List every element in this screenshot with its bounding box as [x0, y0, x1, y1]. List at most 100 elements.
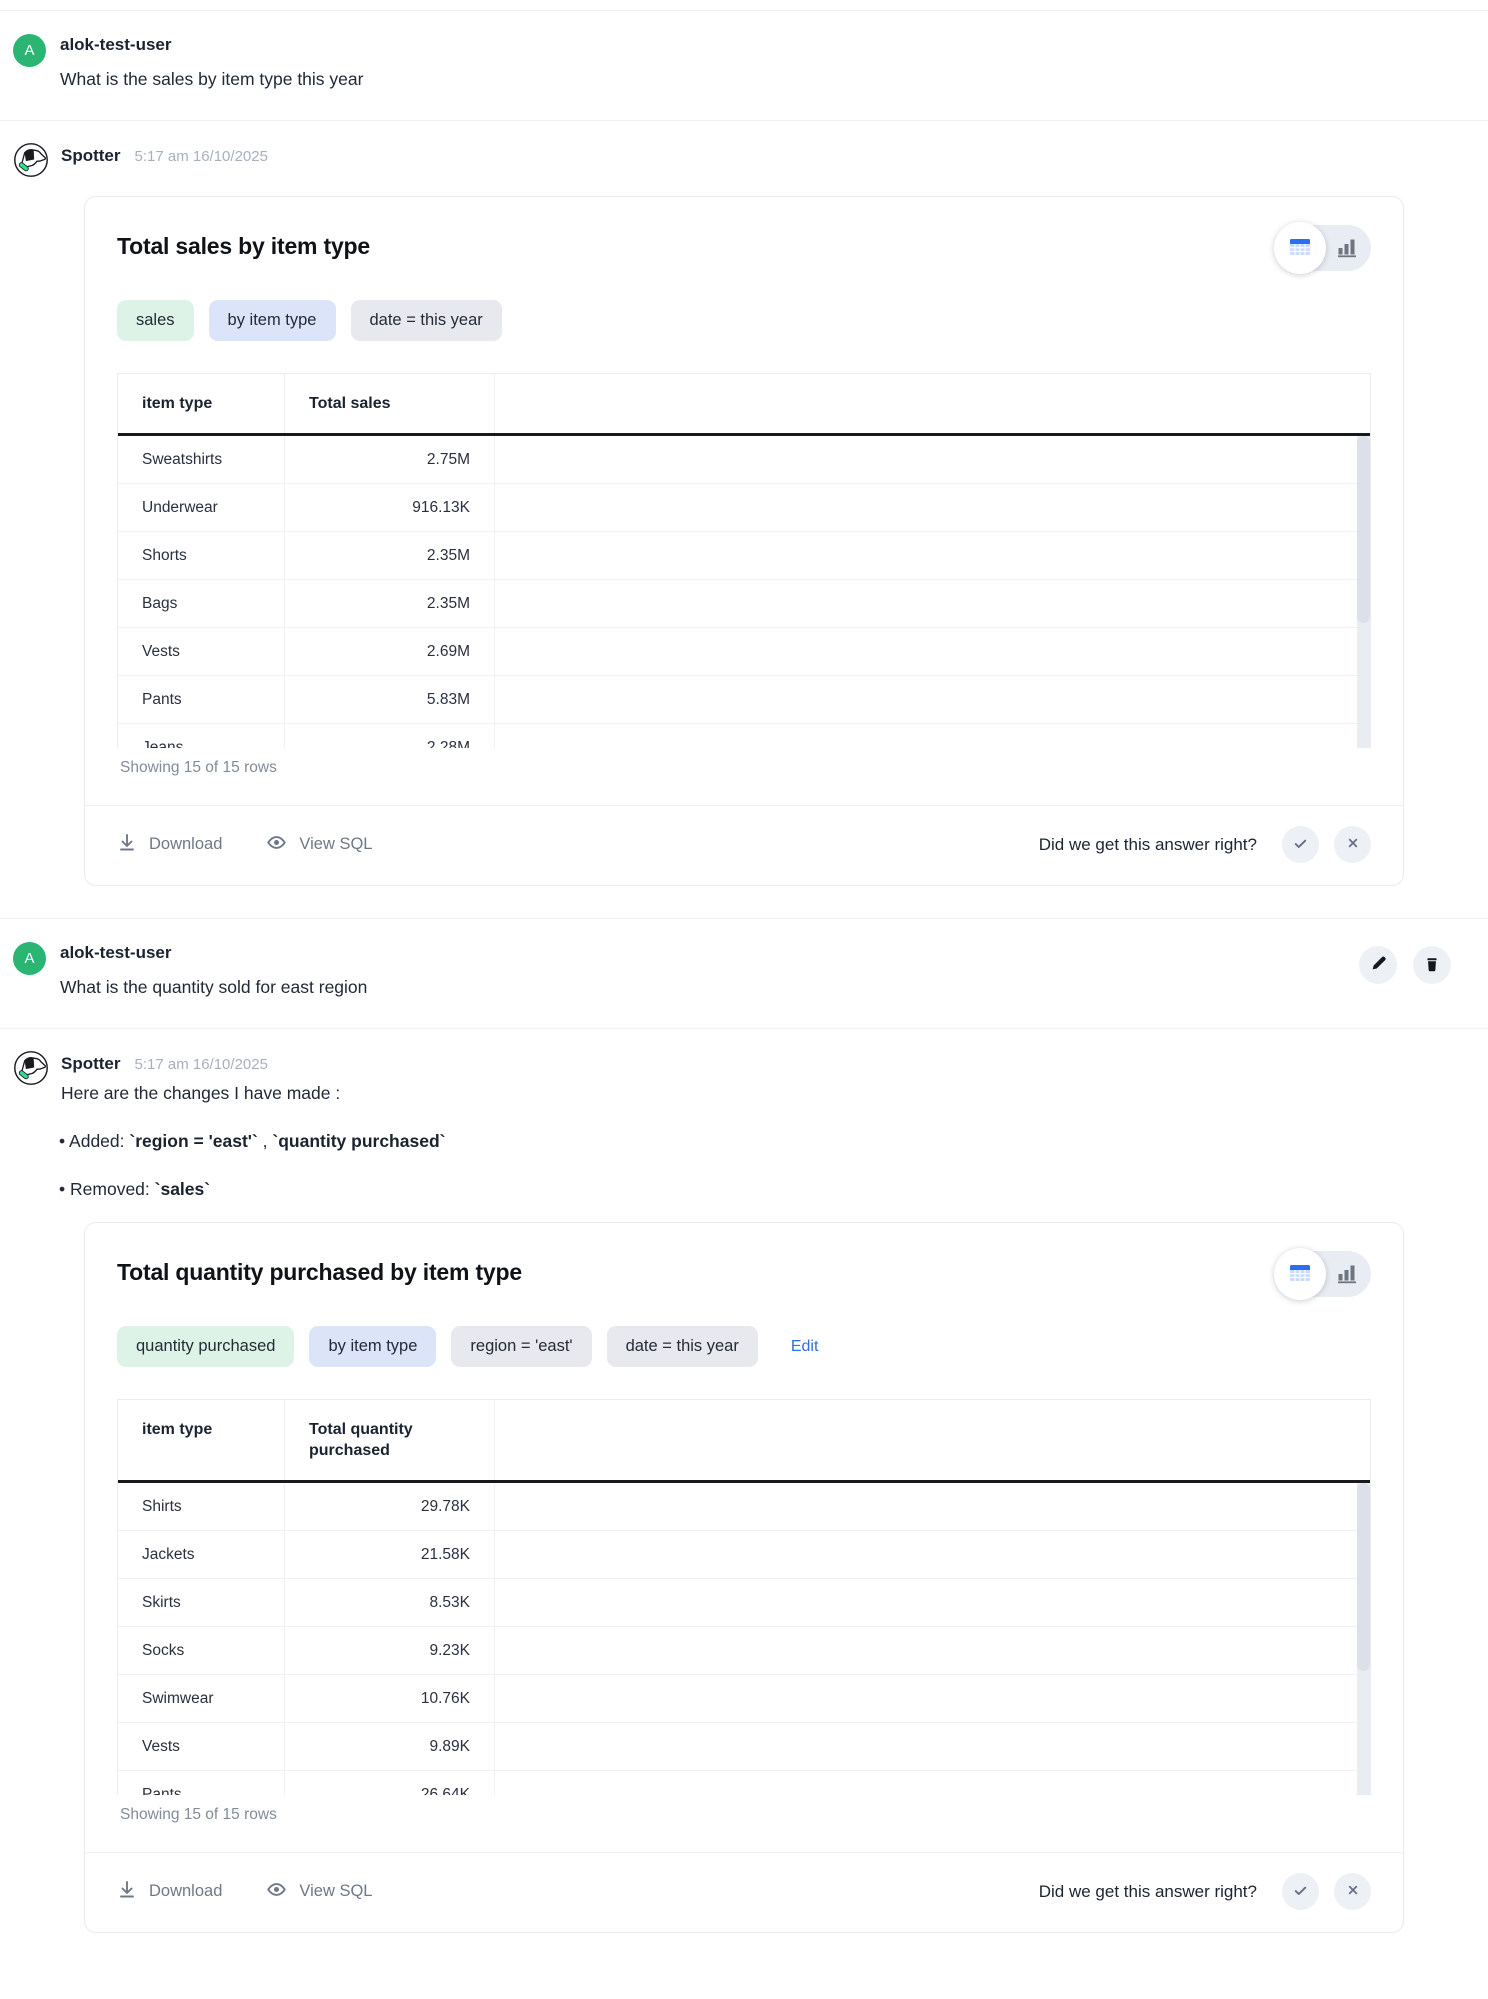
spotter-header: Spotter 5:17 am 16/10/2025	[13, 142, 1475, 178]
feedback-yes-button[interactable]	[1282, 1873, 1319, 1911]
chip-attribute[interactable]: by item type	[309, 1326, 437, 1368]
view-sql-label: View SQL	[299, 835, 373, 854]
card-footer: Download View SQL Did we get this answer…	[85, 1852, 1403, 1932]
chip-measure[interactable]: quantity purchased	[117, 1326, 295, 1368]
removed-prefix: Removed:	[70, 1179, 155, 1200]
card-title: Total sales by item type	[117, 233, 370, 259]
table-row: Vests 9.89K	[118, 1723, 1370, 1772]
table-row: Underwear 916.13K	[118, 484, 1370, 533]
column-header-total-quantity: Total quantity purchased	[285, 1400, 495, 1481]
view-sql-button[interactable]: View SQL	[266, 832, 372, 858]
edit-tokens-link[interactable]: Edit	[790, 1337, 819, 1355]
table-scrollbar-thumb[interactable]	[1357, 436, 1370, 624]
cell-value: 26.64K	[285, 1771, 495, 1796]
cell-value: 9.89K	[285, 1723, 495, 1772]
cell-value: 2.69M	[285, 628, 495, 677]
message-divider	[0, 1028, 1488, 1030]
chip-measure[interactable]: sales	[117, 300, 194, 341]
table-row: Jeans 2.28M	[118, 724, 1370, 749]
card-footer: Download View SQL Did we get this answer…	[85, 805, 1403, 885]
spotter-timestamp: 5:17 am 16/10/2025	[134, 1056, 268, 1074]
download-button[interactable]: Download	[117, 1879, 222, 1904]
cell-item-type: Pants	[118, 1771, 285, 1796]
chip-attribute[interactable]: by item type	[208, 300, 336, 341]
table-row: Skirts 8.53K	[118, 1579, 1370, 1628]
cell-empty	[495, 532, 1370, 581]
chart-view-button[interactable]	[1336, 235, 1360, 262]
spotter-header-body: Spotter 5:17 am 16/10/2025	[61, 142, 1475, 166]
user-question: What is the sales by item type this year	[60, 69, 364, 89]
spotter-message-1: Spotter 5:17 am 16/10/2025 Total sales b…	[0, 121, 1488, 918]
user-message-2: A alok-test-user What is the quantity so…	[0, 919, 1488, 1028]
feedback-no-button[interactable]	[1334, 826, 1371, 864]
table-header-row: item type Total sales	[118, 374, 1370, 437]
table-scrollbar-thumb[interactable]	[1357, 1483, 1370, 1671]
chip-filter-date[interactable]: date = this year	[606, 1326, 758, 1368]
column-header-empty	[495, 374, 1370, 433]
visualization-toggle[interactable]	[1274, 1248, 1371, 1301]
delete-message-button[interactable]	[1413, 946, 1451, 985]
chart-view-button[interactable]	[1336, 1261, 1360, 1288]
spotter-header-body: Spotter 5:17 am 16/10/2025 Here are the …	[61, 1050, 1475, 1104]
cell-empty	[495, 1483, 1370, 1532]
table-scrollbar[interactable]	[1357, 436, 1370, 749]
spotter-timestamp: 5:17 am 16/10/2025	[134, 148, 268, 165]
table-header-row: item type Total quantity purchased	[118, 1400, 1370, 1484]
download-label: Download	[149, 1882, 223, 1901]
query-token-chips: quantity purchased by item type region =…	[117, 1326, 1371, 1368]
view-sql-button[interactable]: View SQL	[266, 1879, 372, 1905]
cell-value: 9.23K	[285, 1627, 495, 1676]
message-divider	[0, 918, 1488, 920]
close-icon	[1344, 1881, 1362, 1902]
chip-filter-date[interactable]: date = this year	[350, 300, 502, 341]
table-row: Sweatshirts 2.75M	[118, 436, 1370, 485]
cell-item-type: Socks	[118, 1627, 285, 1676]
table-row: Shirts 29.78K	[118, 1483, 1370, 1532]
cell-empty	[495, 484, 1370, 533]
cell-value: 8.53K	[285, 1579, 495, 1628]
cell-item-type: Swimwear	[118, 1675, 285, 1724]
user-avatar: A	[13, 34, 46, 67]
table-icon	[1287, 1260, 1313, 1289]
removed-token-sales: `sales`	[154, 1179, 211, 1200]
added-token-quantity: `quantity purchased`	[272, 1131, 446, 1152]
check-icon	[1291, 834, 1310, 856]
edit-message-button[interactable]	[1359, 946, 1397, 985]
table-view-button[interactable]	[1274, 222, 1326, 274]
cell-item-type: Jackets	[118, 1531, 285, 1580]
spotter-logo-icon	[13, 142, 49, 178]
cell-item-type: Pants	[118, 676, 285, 725]
cell-value: 2.75M	[285, 436, 495, 485]
column-header-total-sales: Total sales	[285, 374, 495, 434]
message-divider	[0, 10, 1488, 11]
table-view-button[interactable]	[1274, 1248, 1326, 1301]
cell-value: 2.35M	[285, 532, 495, 581]
spotter-logo-icon	[13, 1050, 49, 1086]
cell-value: 5.83M	[285, 676, 495, 725]
removed-changes-line: • Removed: `sales`	[59, 1179, 1475, 1200]
answer-card-quantity: Total quantity purchased by item type	[84, 1222, 1404, 1934]
row-count-status: Showing 15 of 15 rows	[120, 1806, 277, 1824]
cell-empty	[495, 724, 1370, 748]
check-icon	[1291, 1881, 1310, 1903]
trash-icon	[1423, 955, 1441, 976]
eye-icon	[266, 1879, 287, 1905]
cell-empty	[495, 1723, 1370, 1772]
feedback-no-button[interactable]	[1334, 1873, 1371, 1911]
feedback-yes-button[interactable]	[1282, 826, 1319, 864]
cell-item-type: Skirts	[118, 1579, 285, 1628]
visualization-toggle[interactable]	[1274, 222, 1371, 274]
chip-filter-region[interactable]: region = 'east'	[451, 1326, 592, 1368]
table-row: Bags 2.35M	[118, 580, 1370, 629]
cell-empty	[495, 1531, 1370, 1580]
cell-item-type: Vests	[118, 1723, 285, 1772]
user-message-body: alok-test-user What is the quantity sold…	[60, 942, 1359, 998]
cell-item-type: Shirts	[118, 1483, 285, 1532]
cell-empty	[495, 628, 1370, 677]
cell-value: 2.35M	[285, 580, 495, 629]
feedback-prompt: Did we get this answer right?	[1038, 1881, 1257, 1901]
download-button[interactable]: Download	[117, 832, 222, 857]
table-scrollbar[interactable]	[1357, 1483, 1370, 1796]
username: alok-test-user	[60, 943, 172, 963]
cell-empty	[495, 1675, 1370, 1724]
